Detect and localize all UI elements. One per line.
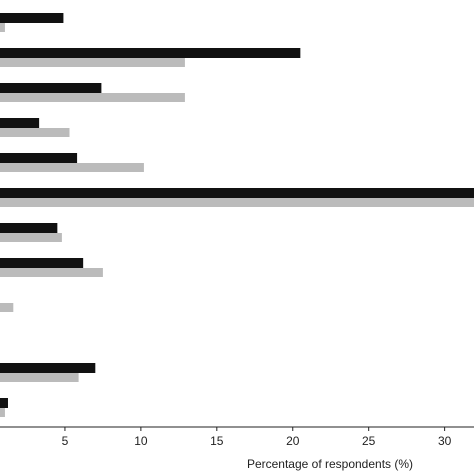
x-axis-label: Percentage of respondents (%) — [247, 457, 413, 471]
bar — [0, 23, 5, 32]
x-tick-label: 30 — [438, 434, 452, 448]
x-tick-label: 15 — [210, 434, 224, 448]
bar — [0, 258, 84, 268]
bar — [0, 223, 58, 233]
bar — [0, 198, 474, 207]
bar — [0, 13, 64, 23]
bar — [0, 58, 185, 67]
x-tick-label: 20 — [286, 434, 300, 448]
bar — [0, 363, 96, 373]
bar — [0, 408, 5, 417]
bar — [0, 48, 301, 58]
x-tick-label: 5 — [62, 434, 69, 448]
bar — [0, 233, 62, 242]
bar — [0, 163, 144, 172]
bar — [0, 83, 102, 93]
bar — [0, 398, 8, 408]
bar — [0, 118, 40, 128]
x-tick-label: 10 — [134, 434, 148, 448]
bar — [0, 93, 185, 102]
x-tick-label: 25 — [362, 434, 376, 448]
bar — [0, 268, 103, 277]
bar — [0, 373, 79, 382]
bar — [0, 128, 70, 137]
bar — [0, 188, 474, 198]
bar — [0, 153, 78, 163]
bar — [0, 303, 14, 312]
